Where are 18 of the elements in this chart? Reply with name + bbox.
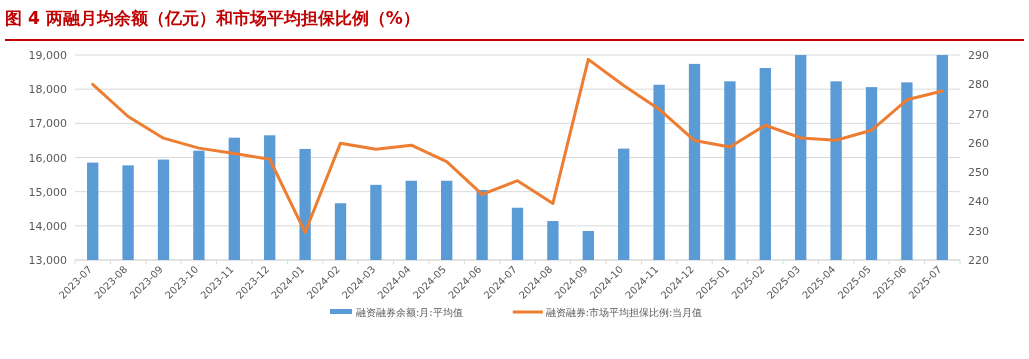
y2-tick-label: 220	[968, 254, 989, 267]
y-tick-label: 16,000	[28, 151, 67, 165]
y2-tick-label: 240	[968, 195, 989, 209]
y-tick-label: 13,000	[28, 254, 67, 267]
y-tick-label: 17,000	[28, 117, 67, 131]
chart-title: 图 4 两融月均余额（亿元）和市场平均担保比例（%）	[5, 8, 420, 28]
y2-tick-label: 280	[968, 78, 989, 92]
y2-tick-label: 270	[968, 107, 989, 121]
y2-tick-label: 230	[968, 224, 989, 238]
y-tick-label: 18,000	[28, 83, 67, 97]
y2-tick-label: 290	[968, 49, 989, 62]
y-tick-label: 19,000	[28, 49, 67, 62]
y2-tick-label: 260	[968, 136, 989, 150]
y-tick-label: 14,000	[28, 219, 67, 233]
legend-label: 融资融券余额:月:平均值	[356, 307, 463, 318]
y2-tick-label: 250	[968, 166, 989, 180]
y-tick-label: 15,000	[28, 185, 67, 199]
legend-label: 融资融券:市场平均担保比例:当月值	[545, 307, 703, 318]
